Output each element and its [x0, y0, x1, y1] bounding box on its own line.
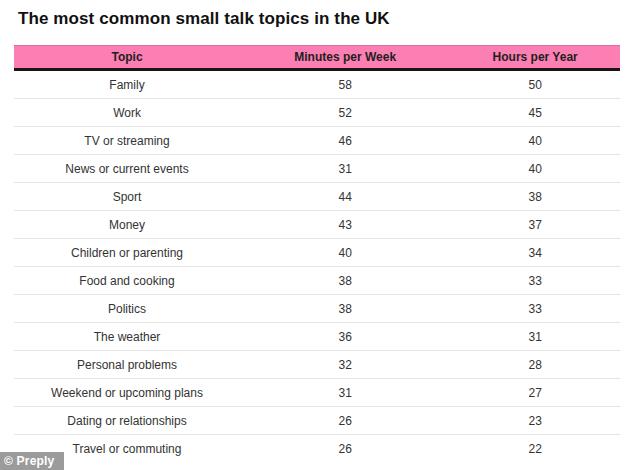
- topic-cell: Weekend or upcoming plans: [14, 379, 240, 407]
- hours-per-year-cell: 45: [450, 99, 620, 127]
- table-header-row: Topic Minutes per Week Hours per Year: [14, 46, 620, 70]
- topic-cell: News or current events: [14, 155, 240, 183]
- hours-per-year-cell: 33: [450, 295, 620, 323]
- column-header-hours-per-year: Hours per Year: [450, 46, 620, 70]
- table-body: Family5850Work5245TV or streaming4640New…: [14, 70, 620, 463]
- minutes-per-week-cell: 43: [240, 211, 450, 239]
- topic-cell: Dating or relationships: [14, 407, 240, 435]
- hours-per-year-cell: 31: [450, 323, 620, 351]
- hours-per-year-cell: 27: [450, 379, 620, 407]
- table-row: Money4337: [14, 211, 620, 239]
- minutes-per-week-cell: 26: [240, 435, 450, 463]
- topic-cell: Work: [14, 99, 240, 127]
- topic-cell: Food and cooking: [14, 267, 240, 295]
- hours-per-year-cell: 34: [450, 239, 620, 267]
- topic-cell: Family: [14, 70, 240, 99]
- table-row: Family5850: [14, 70, 620, 99]
- page-title: The most common small talk topics in the…: [18, 9, 390, 29]
- topic-cell: Children or parenting: [14, 239, 240, 267]
- topic-cell: Personal problems: [14, 351, 240, 379]
- hours-per-year-cell: 40: [450, 155, 620, 183]
- table-row: Personal problems3228: [14, 351, 620, 379]
- minutes-per-week-cell: 44: [240, 183, 450, 211]
- table-row: Travel or commuting2622: [14, 435, 620, 463]
- topic-cell: The weather: [14, 323, 240, 351]
- minutes-per-week-cell: 52: [240, 99, 450, 127]
- table-row: Dating or relationships2623: [14, 407, 620, 435]
- minutes-per-week-cell: 36: [240, 323, 450, 351]
- hours-per-year-cell: 37: [450, 211, 620, 239]
- minutes-per-week-cell: 58: [240, 70, 450, 99]
- column-header-minutes-per-week: Minutes per Week: [240, 46, 450, 70]
- table-row: Children or parenting4034: [14, 239, 620, 267]
- hours-per-year-cell: 50: [450, 70, 620, 99]
- table-row: Sport4438: [14, 183, 620, 211]
- minutes-per-week-cell: 26: [240, 407, 450, 435]
- hours-per-year-cell: 28: [450, 351, 620, 379]
- table-row: The weather3631: [14, 323, 620, 351]
- minutes-per-week-cell: 38: [240, 295, 450, 323]
- topic-cell: Money: [14, 211, 240, 239]
- minutes-per-week-cell: 40: [240, 239, 450, 267]
- hours-per-year-cell: 33: [450, 267, 620, 295]
- preply-watermark: © Preply: [0, 452, 64, 470]
- table-row: Politics3833: [14, 295, 620, 323]
- table-row: Work5245: [14, 99, 620, 127]
- hours-per-year-cell: 40: [450, 127, 620, 155]
- topic-cell: TV or streaming: [14, 127, 240, 155]
- table-row: TV or streaming4640: [14, 127, 620, 155]
- minutes-per-week-cell: 31: [240, 155, 450, 183]
- hours-per-year-cell: 23: [450, 407, 620, 435]
- table-row: News or current events3140: [14, 155, 620, 183]
- minutes-per-week-cell: 32: [240, 351, 450, 379]
- minutes-per-week-cell: 46: [240, 127, 450, 155]
- minutes-per-week-cell: 31: [240, 379, 450, 407]
- hours-per-year-cell: 38: [450, 183, 620, 211]
- column-header-topic: Topic: [14, 46, 240, 70]
- table-row: Weekend or upcoming plans3127: [14, 379, 620, 407]
- minutes-per-week-cell: 38: [240, 267, 450, 295]
- hours-per-year-cell: 22: [450, 435, 620, 463]
- small-talk-table: Topic Minutes per Week Hours per Year Fa…: [14, 45, 620, 462]
- table-row: Food and cooking3833: [14, 267, 620, 295]
- topic-cell: Sport: [14, 183, 240, 211]
- topic-cell: Politics: [14, 295, 240, 323]
